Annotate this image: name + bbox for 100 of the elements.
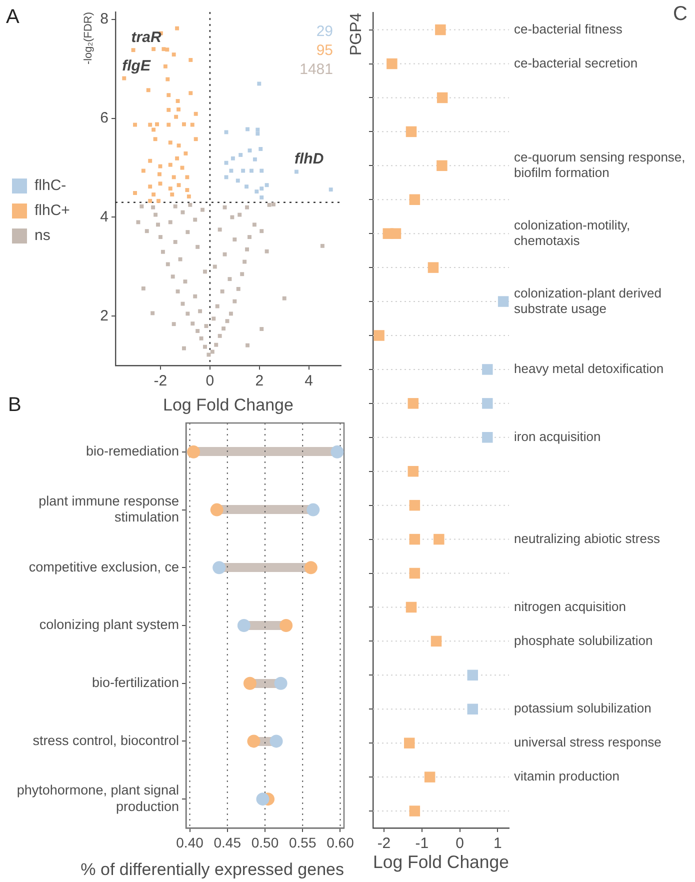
point — [148, 184, 152, 189]
x-axis-title: Log Fold Change — [163, 395, 294, 414]
point — [162, 47, 166, 52]
point — [188, 91, 193, 96]
y-tick-label: plant immune response stimulation — [38, 493, 179, 525]
x-axis-title: % of differentially expressed genes — [80, 860, 344, 880]
y-tick-label: ce-bacterial fitness — [514, 21, 623, 36]
point — [256, 792, 270, 806]
point — [409, 534, 420, 545]
point — [246, 127, 250, 132]
point — [175, 156, 180, 160]
point — [256, 128, 260, 132]
legend-label: ns — [34, 227, 50, 244]
point — [409, 568, 420, 579]
x-tick-label: 0.55 — [288, 834, 316, 850]
annotation: traR — [131, 29, 162, 46]
point — [170, 192, 174, 196]
y-axis-title: -log₂(FDR) — [82, 12, 95, 65]
point — [424, 772, 436, 782]
chart-title: A — [6, 6, 20, 29]
point — [244, 184, 249, 189]
y-tick-label: phosphate solubilization — [514, 632, 653, 648]
point — [406, 602, 417, 613]
point — [374, 330, 384, 341]
point — [237, 619, 250, 632]
point — [168, 186, 172, 191]
point — [382, 228, 394, 239]
point — [186, 194, 191, 198]
point — [328, 188, 333, 192]
point — [435, 24, 446, 36]
x-tick-label: 0.40 — [176, 834, 204, 850]
point — [172, 52, 176, 57]
x-tick-label: 0.60 — [326, 834, 354, 850]
point — [166, 93, 171, 98]
point — [260, 186, 264, 191]
point — [258, 147, 263, 151]
point — [247, 734, 260, 748]
point — [152, 128, 156, 132]
legend-label: flhC+ — [34, 202, 70, 220]
point — [194, 112, 198, 116]
point — [176, 107, 181, 112]
y-tick-label: iron acquisition — [514, 428, 601, 444]
point — [176, 99, 180, 103]
point — [148, 158, 152, 163]
y-tick-label: neutralizing abiotic stress — [514, 530, 660, 546]
point — [304, 561, 318, 574]
point — [280, 619, 293, 632]
x-tick-label: -1 — [415, 835, 429, 852]
y-tick-label: ce-bacterial secretion — [514, 55, 638, 70]
y-tick-label: ce-quorum sensing response, biofilm formation — [514, 149, 686, 180]
point — [386, 58, 398, 70]
point — [254, 190, 259, 194]
point — [168, 140, 172, 145]
point — [409, 806, 420, 816]
y-axis-title: PGP4 — [348, 12, 366, 56]
point — [330, 445, 344, 458]
point — [270, 734, 283, 748]
point — [430, 636, 442, 647]
x-tick-label: 0.45 — [214, 834, 242, 850]
point — [408, 466, 419, 477]
point — [436, 160, 448, 172]
y-tick-label: bio-fertilization — [92, 675, 179, 690]
point — [194, 137, 198, 142]
point — [404, 738, 415, 748]
y-tick-label: universal stress response — [514, 734, 662, 750]
y-tick-label: heavy metal detoxification — [514, 361, 664, 376]
x-tick-label: 4 — [304, 372, 314, 390]
x-tick-label: -2 — [154, 372, 168, 390]
point — [467, 704, 478, 714]
annotation: flhD — [294, 150, 324, 168]
y-tick-label: colonization-motility, chemotaxis — [514, 217, 630, 248]
point — [212, 561, 226, 574]
x-tick-label: 0 — [206, 372, 214, 390]
y-tick-label: phytohormone, plant signal production — [16, 782, 179, 814]
point — [153, 137, 158, 142]
annotation: 95 — [316, 42, 333, 59]
point — [176, 144, 181, 148]
point — [163, 64, 168, 68]
point — [428, 262, 439, 273]
y-tick-label: 6 — [100, 109, 108, 126]
point — [185, 188, 190, 192]
point — [152, 192, 156, 196]
x-tick-label: 1 — [493, 835, 502, 852]
point — [152, 47, 156, 52]
point — [146, 88, 150, 92]
y-tick-label: nitrogen acquisition — [514, 598, 626, 614]
point — [482, 398, 493, 409]
point — [236, 178, 240, 183]
y-tick-label: 8 — [100, 10, 108, 28]
point — [175, 26, 180, 30]
annotation: 1481 — [300, 61, 333, 78]
text: C — [673, 3, 688, 25]
point — [306, 503, 320, 516]
point — [482, 432, 493, 443]
point — [256, 132, 260, 136]
y-tick-label: potassium solubilization — [514, 700, 652, 716]
y-tick-label: competitive exclusion, ce — [28, 559, 179, 574]
y-tick-label: vitamin production — [514, 768, 620, 784]
x-tick-label: 2 — [255, 372, 264, 390]
point — [131, 48, 136, 52]
